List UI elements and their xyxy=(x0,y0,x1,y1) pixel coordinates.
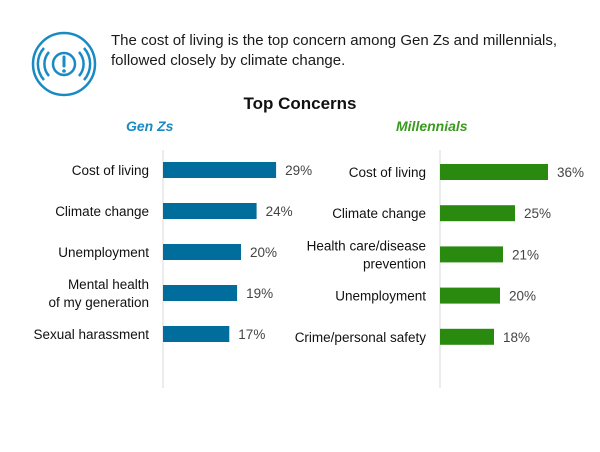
millennials-bar xyxy=(440,164,548,180)
millennials-data-label: 25% xyxy=(524,206,551,221)
genz-data-label: 24% xyxy=(266,204,293,219)
millennials-bar xyxy=(440,205,515,222)
genz-category-label: Sexual harassment xyxy=(33,327,149,342)
genz-bar xyxy=(163,203,257,219)
genz-data-label: 29% xyxy=(285,163,312,178)
alert-exclamation-circle-icon xyxy=(31,31,97,97)
genz-bar xyxy=(163,326,230,342)
millennials-panel-title: Millennials xyxy=(396,118,468,134)
millennials-category-label: Crime/personal safety xyxy=(295,330,427,345)
genz-category-label: Cost of living xyxy=(72,163,149,178)
genz-data-label: 20% xyxy=(250,245,277,260)
millennials-data-label: 36% xyxy=(557,165,584,180)
genz-bar xyxy=(163,244,241,260)
genz-category-label: Unemployment xyxy=(58,245,149,260)
millennials-data-label: 20% xyxy=(509,289,536,304)
genz-category-label: Climate change xyxy=(55,204,149,219)
millennials-category-label: Health care/disease prevention xyxy=(307,238,426,271)
genz-bar xyxy=(163,285,238,301)
genz-data-label: 17% xyxy=(238,327,265,342)
headline: The cost of living is the top concern am… xyxy=(111,32,558,69)
millennials-category-label: Unemployment xyxy=(335,289,426,304)
millennials-bar xyxy=(440,328,494,345)
millennials-category-label: Climate change xyxy=(332,206,426,221)
millennials-data-label: 21% xyxy=(512,247,539,262)
genz-panel-title: Gen Zs xyxy=(126,118,174,134)
chart-title: Top Concerns xyxy=(243,94,357,113)
genz-bar xyxy=(163,162,277,178)
millennials-data-label: 18% xyxy=(503,330,530,345)
millennials-bar xyxy=(440,246,503,263)
genz-category-label: Mental health of my generation xyxy=(48,277,149,310)
millennials-bar xyxy=(440,287,500,304)
millennials-category-label: Cost of living xyxy=(349,165,426,180)
genz-data-label: 19% xyxy=(246,286,273,301)
